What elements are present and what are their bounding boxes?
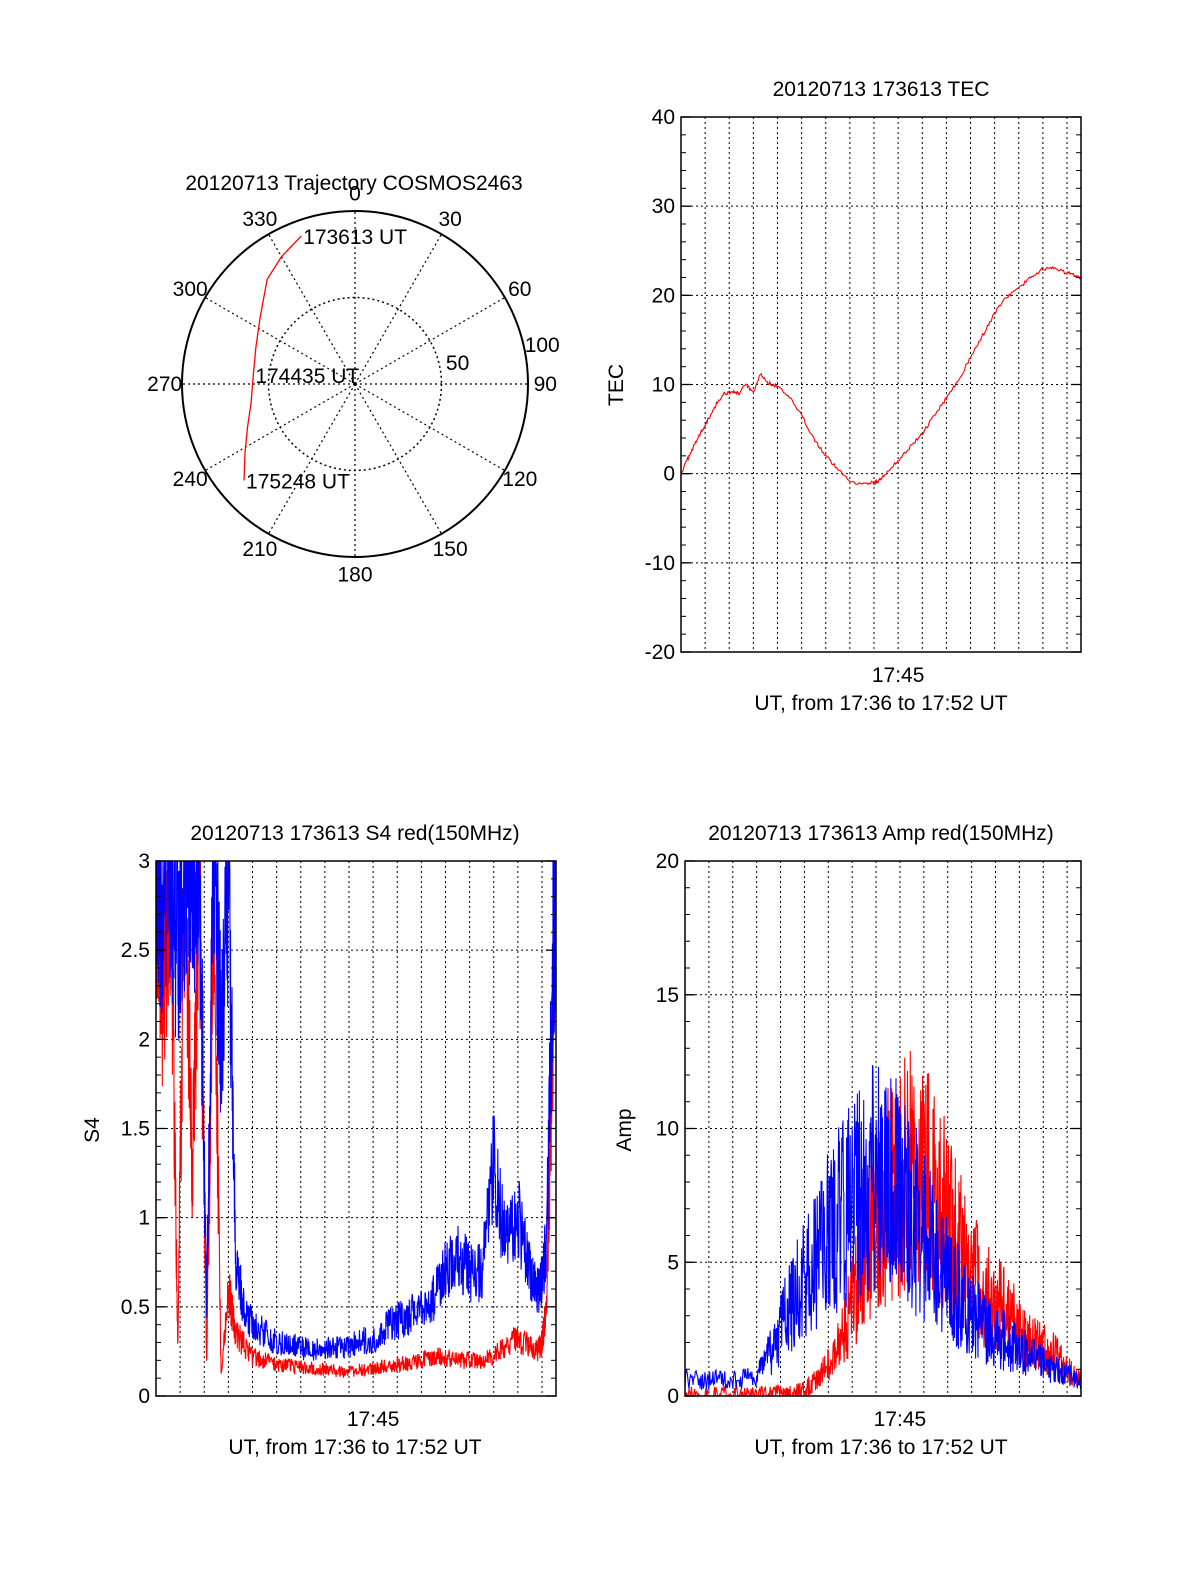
polar-azimuth-label: 0 [349, 183, 361, 206]
polar-radial-label: 100 [525, 334, 560, 357]
y-tick-label: 1.5 [121, 1118, 150, 1141]
series-line-blue [155, 860, 557, 1361]
y-tick-label: 5 [667, 1251, 679, 1274]
series-line-red [680, 265, 1082, 486]
y-tick-label: 10 [656, 1118, 679, 1141]
polar-azimuth-label: 60 [508, 278, 531, 301]
y-tick-label: 30 [652, 195, 675, 218]
y-tick-label: 0.5 [121, 1296, 150, 1319]
tec-xlabel: UT, from 17:36 to 17:52 UT [754, 692, 1007, 715]
y-tick-label: 0 [663, 463, 675, 486]
polar-azimuth-label: 180 [337, 563, 372, 586]
s4-title: 20120713 173613 S4 red(150MHz) [190, 822, 519, 845]
x-tick-label: 17:45 [347, 1408, 400, 1431]
amp-ylabel: Amp [613, 1108, 636, 1151]
y-tick-label: -10 [645, 552, 675, 575]
polar-spoke [354, 233, 443, 385]
tec-plot: 20120713 173613 TEC UT, from 17:36 to 17… [605, 78, 1082, 715]
y-tick-label: 40 [652, 106, 675, 129]
polar-azimuth-label: 30 [438, 208, 461, 231]
polar-azimuth-label: 90 [534, 373, 557, 396]
polar-azimuth-label: 330 [242, 208, 277, 231]
series-line-blue [684, 1064, 1082, 1391]
y-tick-label: 3 [138, 850, 150, 873]
polar-azimuth-label: 300 [173, 278, 208, 301]
x-tick-label: 17:45 [872, 664, 925, 687]
polar-outer-ring [181, 210, 529, 558]
y-tick-label: 2.5 [121, 939, 150, 962]
amp-plot: 20120713 173613 Amp red(150MHz) UT, from… [613, 822, 1082, 1459]
polar-time-annotation: 175248 UT [246, 470, 350, 493]
s4-ylabel: S4 [81, 1117, 104, 1143]
y-tick-label: 10 [652, 374, 675, 397]
polar-azimuth-label: 240 [173, 468, 208, 491]
x-tick-label: 17:45 [874, 1408, 927, 1431]
amp-xlabel: UT, from 17:36 to 17:52 UT [754, 1436, 1007, 1459]
polar-spoke [354, 296, 506, 385]
polar-time-annotation: 174435 UT [255, 365, 359, 388]
polar-title: 20120713 Trajectory COSMOS2463 [185, 172, 522, 195]
trajectory-polar-plot: 20120713 Trajectory COSMOS2463 0 30 60 90 12… [147, 172, 560, 586]
polar-trajectory-line [243, 235, 302, 481]
y-tick-label: 20 [656, 850, 679, 873]
y-tick-label: 0 [138, 1385, 150, 1408]
polar-ring-50 [267, 296, 443, 472]
polar-azimuth-label: 120 [502, 468, 537, 491]
y-tick-label: -20 [645, 641, 675, 664]
polar-time-annotation: 173613 UT [303, 226, 407, 249]
polar-radial-label: 50 [446, 352, 469, 375]
y-tick-label: 15 [656, 984, 679, 1007]
y-tick-label: 20 [652, 284, 675, 307]
polar-azimuth-label: 150 [433, 538, 468, 561]
s4-xlabel: UT, from 17:36 to 17:52 UT [228, 1436, 481, 1459]
polar-azimuth-label: 270 [147, 373, 182, 396]
amp-title: 20120713 173613 Amp red(150MHz) [708, 822, 1054, 845]
y-tick-label: 0 [667, 1385, 679, 1408]
tec-ylabel: TEC [605, 364, 628, 406]
y-tick-label: 1 [138, 1207, 150, 1230]
y-tick-label: 2 [138, 1028, 150, 1051]
tec-title: 20120713 173613 TEC [773, 78, 990, 101]
polar-azimuth-label: 210 [242, 538, 277, 561]
s4-plot: 20120713 173613 S4 red(150MHz) UT, from … [81, 822, 557, 1459]
